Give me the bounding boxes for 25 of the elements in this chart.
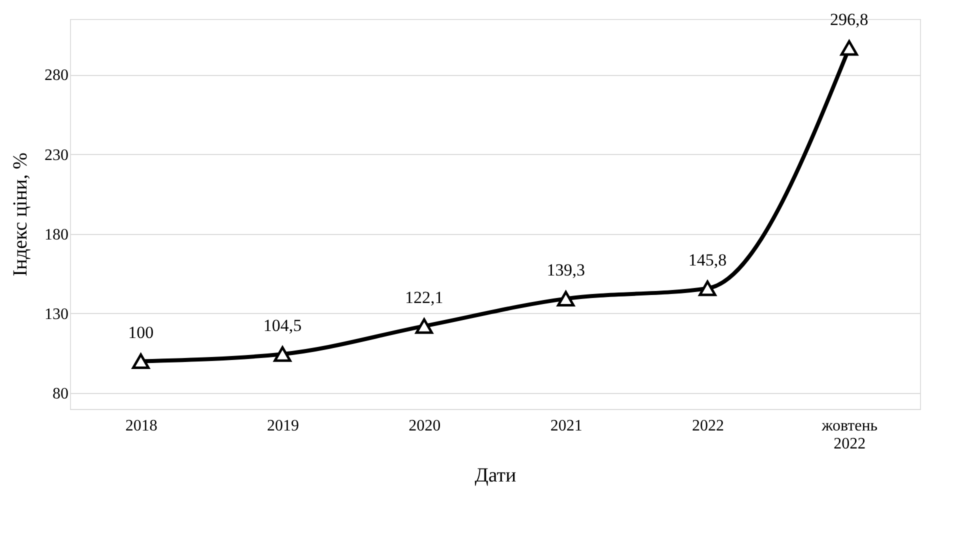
point [698, 280, 716, 296]
data-label: 104,5 [263, 316, 302, 336]
y-tick-label: 130 [44, 306, 68, 323]
x-tick-label: жовтень 2022 [820, 418, 878, 452]
data-label: 296,8 [830, 10, 868, 29]
data-label: 145,8 [688, 250, 727, 270]
x-tick-label: 2022 [692, 418, 724, 434]
point [415, 318, 433, 334]
data-label: 100 [128, 323, 154, 342]
y-tick-label: 280 [44, 67, 68, 84]
point [557, 290, 575, 307]
x-tick-label: 2020 [408, 418, 441, 434]
x-tick-label: 2021 [550, 418, 582, 434]
data-label: 122,1 [405, 288, 444, 308]
data-label: 139,3 [546, 260, 585, 280]
point [132, 353, 150, 370]
point [840, 40, 858, 56]
point [274, 346, 292, 362]
x-axis-title: Дати [474, 464, 517, 486]
y-tick-label: 230 [44, 146, 68, 164]
y-axis-title: Індекс ціни, % [10, 152, 32, 276]
y-tick-label: 180 [44, 226, 68, 244]
x-tick-label: 2019 [267, 418, 299, 434]
x-tick-label: 2018 [125, 418, 158, 434]
y-tick-label: 80 [52, 386, 68, 403]
